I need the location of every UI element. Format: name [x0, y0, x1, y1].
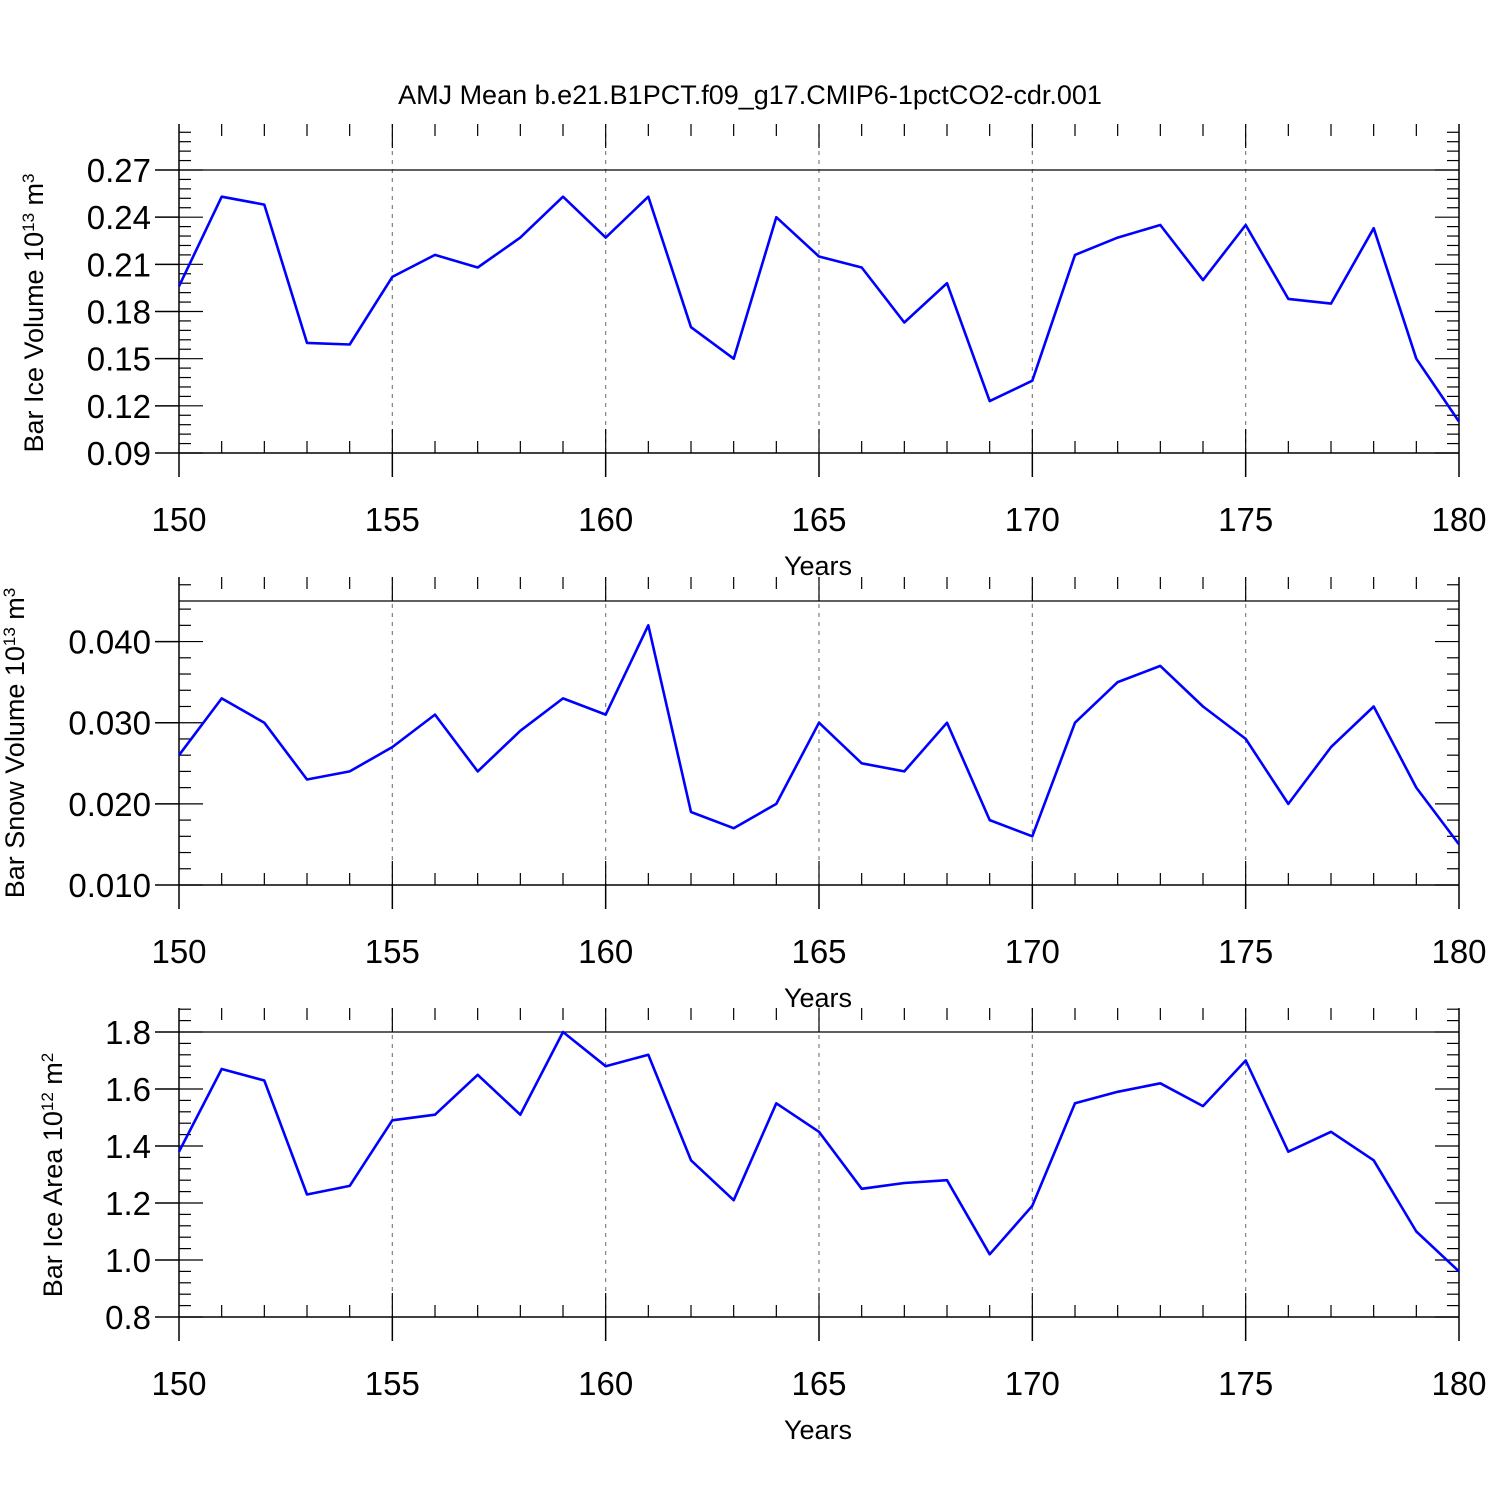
y-axis-title-unit: m	[19, 183, 49, 213]
y-tick-label: 0.15	[87, 341, 151, 378]
x-tick-label: 165	[791, 1365, 846, 1402]
x-tick-label: 170	[1005, 501, 1060, 538]
x-axis-title: Years	[784, 983, 852, 1013]
x-tick-label: 180	[1431, 501, 1486, 538]
y-tick-label: 0.21	[87, 246, 151, 283]
y-tick-label: 0.27	[87, 152, 151, 189]
x-tick-label: 175	[1218, 933, 1273, 970]
x-tick-label: 180	[1431, 1365, 1486, 1402]
y-tick-label: 0.010	[68, 867, 151, 904]
x-tick-label: 160	[578, 1365, 633, 1402]
x-tick-label: 165	[791, 933, 846, 970]
x-tick-label: 155	[365, 501, 420, 538]
y-axis-title: Bar Ice Volume 1013 m3	[19, 173, 50, 452]
y-axis-title-text: Bar Snow Volume 10	[0, 646, 30, 898]
panel-2: 150 155 160 165 170 175 180 0.010 0.020 0.030 0.04…	[0, 577, 1487, 1013]
x-tick-label: 160	[578, 933, 633, 970]
y-axis-title: Bar Ice Area 1012 m2	[38, 1053, 69, 1298]
x-tick-label: 150	[151, 1365, 206, 1402]
y-tick-label: 1.0	[105, 1242, 151, 1279]
y-tick-label: 1.8	[105, 1014, 151, 1051]
y-axis-title-text: Bar Ice Area 10	[38, 1111, 68, 1297]
x-tick-label: 165	[791, 501, 846, 538]
x-tick-label: 155	[365, 1365, 420, 1402]
y-tick-label: 0.18	[87, 294, 151, 331]
y-tick-label: 0.020	[68, 786, 151, 823]
panel-3: 150 155 160 165 170 175 180 0.8 1.0 1.2 1.4 1.6 1.8 Y…	[38, 1008, 1487, 1445]
x-tick-label: 150	[151, 501, 206, 538]
x-tick-label: 180	[1431, 933, 1486, 970]
y-tick-label: 0.24	[87, 199, 151, 236]
figure-title: AMJ Mean b.e21.B1PCT.f09_g17.CMIP6-1pctC…	[398, 80, 1102, 110]
y-axis-title-unit: m	[38, 1062, 68, 1092]
y-tick-label: 0.8	[105, 1299, 151, 1336]
panel-1: 150 155 160 165 170 175 180 0.09 0.12 0.15 0.18 0.2…	[19, 124, 1487, 581]
x-tick-label: 175	[1218, 501, 1273, 538]
y-axis-title-unit: m	[0, 597, 30, 627]
x-tick-label: 170	[1005, 1365, 1060, 1402]
y-axis-title: Bar Snow Volume 1013 m3	[0, 588, 30, 899]
y-axis-title-unit-exp: 2	[38, 1053, 57, 1062]
y-tick-label: 0.12	[87, 388, 151, 425]
x-tick-label: 160	[578, 501, 633, 538]
y-axis-title-exp: 13	[19, 213, 38, 232]
x-tick-label: 150	[151, 933, 206, 970]
y-tick-label: 1.4	[105, 1128, 151, 1165]
x-axis-title: Years	[784, 1415, 852, 1445]
x-axis-title: Years	[784, 551, 852, 581]
y-axis-title-text: Bar Ice Volume 10	[19, 232, 49, 453]
y-tick-label: 0.09	[87, 435, 151, 472]
y-axis-title-exp: 13	[0, 627, 19, 646]
y-axis-title-exp: 12	[38, 1092, 57, 1111]
y-axis-title-unit-exp: 3	[0, 588, 19, 597]
x-tick-label: 170	[1005, 933, 1060, 970]
y-tick-label: 0.030	[68, 705, 151, 742]
y-tick-label: 1.6	[105, 1071, 151, 1108]
y-axis-title-unit-exp: 3	[19, 173, 38, 182]
y-tick-label: 1.2	[105, 1185, 151, 1222]
x-tick-label: 155	[365, 933, 420, 970]
x-tick-label: 175	[1218, 1365, 1273, 1402]
y-tick-label: 0.040	[68, 624, 151, 661]
